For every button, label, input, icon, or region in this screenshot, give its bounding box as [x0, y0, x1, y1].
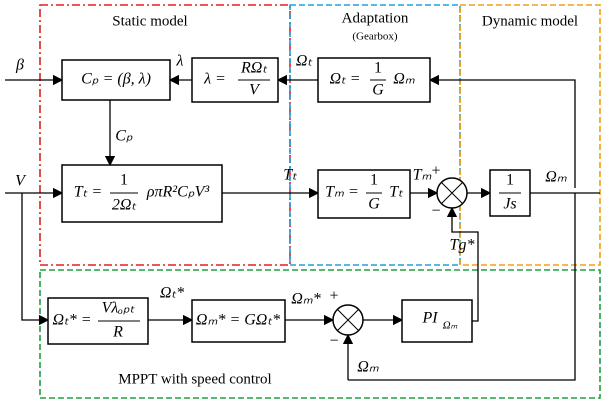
static-region [39, 4, 291, 266]
block: PI Ωₘ [401, 299, 473, 343]
block-lhs: Tₜ = [74, 184, 102, 201]
sign: − [431, 203, 440, 220]
block-text: Ωₘ* = GΩₜ* [196, 312, 280, 329]
block: λ = RΩₜ V [191, 57, 279, 103]
signal-label: Ωₜ* [160, 285, 184, 302]
block-lhs: Ωₜ = [329, 71, 360, 88]
block-main: PI [421, 310, 438, 327]
block-den: G [372, 82, 384, 99]
block: Cₚ = (β, λ) [61, 59, 171, 101]
block-text: Cₚ = (β, λ) [81, 71, 151, 88]
block: Ωₜ* = Vλₒₚₜ R [47, 297, 149, 345]
signal-label: Ωₘ [357, 359, 379, 376]
block-lhs: Ωₜ* = [52, 312, 91, 329]
signal-labels: β λ Ωₜ Cₚ V Tₜ Tₘ + − Tg* Ωₘ Ωₜ* Ωₘ* + −… [15, 53, 567, 376]
signal-label: Tₘ [413, 167, 432, 184]
region-title: Dynamic model [482, 13, 578, 29]
block-den: 2Ωₜ [112, 197, 137, 214]
block: Ωₜ = 1 G Ωₘ [317, 57, 431, 103]
region-subtitle: (Gearbox) [352, 31, 398, 43]
block-sub: Ωₘ [443, 320, 458, 332]
block-den: Js [503, 196, 516, 213]
block: 1 Js [489, 169, 531, 217]
sign: + [431, 163, 440, 180]
block-rhs: Ωₘ [393, 71, 415, 88]
mppt-region [39, 269, 601, 399]
block-num: 1 [370, 172, 378, 189]
signal-label: Ωₘ* [291, 291, 321, 308]
signal-label: λ [176, 53, 184, 70]
sign: − [329, 333, 338, 350]
signal-label: Tg* [450, 237, 475, 254]
signal-label: β [15, 57, 24, 74]
block-den: V [249, 82, 261, 99]
block-num: 1 [374, 60, 382, 77]
signal-label: Tₜ [283, 167, 297, 184]
block: Tₜ = 1 2Ωₜ ρπR²CₚV³ [61, 164, 223, 223]
region-title: Static model [112, 13, 187, 29]
block-den: R [112, 324, 123, 341]
adaptation-region [289, 4, 461, 266]
block-den: G [368, 196, 380, 213]
sign: + [329, 288, 338, 305]
block-num: Vλₒₚₜ [102, 300, 135, 317]
block-num: 1 [120, 172, 128, 189]
block: Ωₘ* = GΩₜ* [191, 299, 286, 343]
signal-label: Ωₜ [296, 53, 313, 70]
block-lhs: λ = [203, 71, 226, 88]
block-rhs: ρπR²CₚV³ [146, 184, 210, 201]
region-title: Adaptation [342, 10, 409, 26]
block-num: 1 [506, 172, 514, 189]
signal-label: Cₚ [115, 128, 133, 145]
signal-label: V [15, 173, 27, 190]
dynamic-region [459, 4, 601, 266]
block: Tₘ = 1 G Tₜ [317, 169, 411, 219]
block-lhs: Tₘ = [325, 184, 359, 201]
region-title: MPPT with speed control [118, 371, 271, 387]
block-num: RΩₜ [240, 60, 267, 77]
signal-label: Ωₘ [545, 169, 567, 186]
wires [5, 74, 600, 381]
block-rhs: Tₜ [389, 184, 403, 201]
